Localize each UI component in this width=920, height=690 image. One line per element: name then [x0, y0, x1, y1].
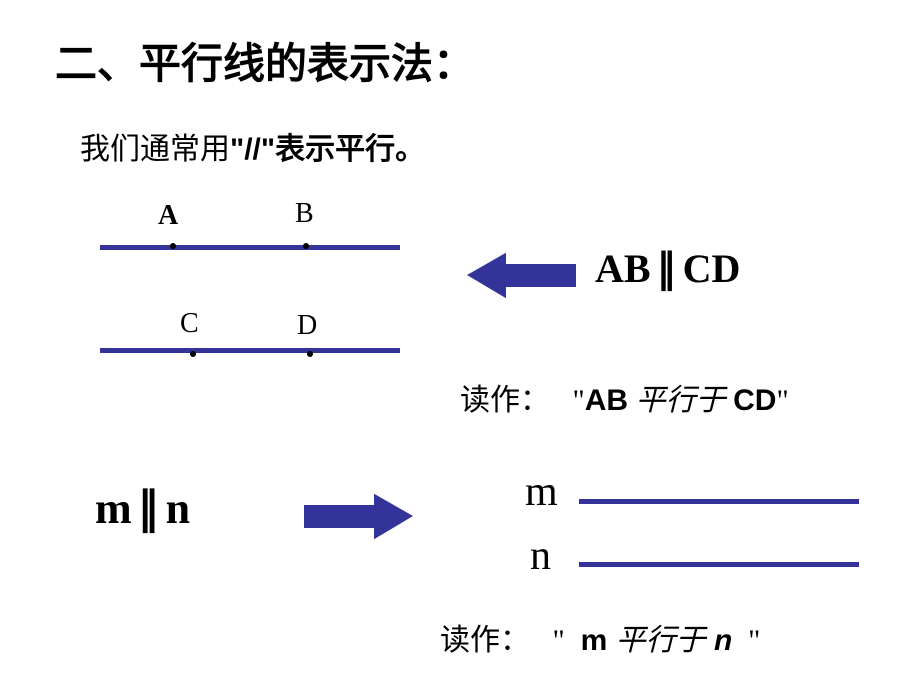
label-c: C — [180, 308, 199, 340]
line-ab — [100, 245, 400, 250]
intro-part2: 表示平行。 — [275, 133, 425, 166]
intro-symbol: "//" — [230, 133, 275, 166]
read1-mid: 平行于 — [628, 384, 733, 417]
read1-ab: AB — [585, 384, 628, 417]
line-n — [579, 562, 859, 567]
read2-prefix: 读作： — [440, 624, 530, 657]
line-m — [579, 499, 859, 504]
point-d — [307, 351, 313, 357]
label-m: m — [525, 468, 558, 516]
arrow-left-icon — [465, 248, 580, 303]
read2-close: " — [748, 624, 760, 657]
line-cd — [100, 348, 400, 353]
parallel-symbol-2: ∥ — [132, 483, 166, 534]
label-a: A — [158, 200, 178, 232]
read-as-1: 读作： "AB 平行于 CD" — [460, 375, 789, 419]
notation1-right: CD — [683, 246, 741, 291]
notation1-left: AB — [595, 246, 651, 291]
parallel-symbol: ∥ — [651, 245, 683, 292]
read-as-2: 读作： " m 平行于 n " — [440, 615, 760, 659]
point-b — [303, 243, 309, 249]
read1-cd: CD — [733, 384, 776, 417]
read2-n: n — [706, 624, 741, 657]
notation2-left: m — [95, 484, 132, 533]
read2-m: m — [572, 624, 615, 657]
point-c — [190, 351, 196, 357]
point-a — [170, 243, 176, 249]
arrow-right-icon — [300, 489, 415, 544]
intro-text: 我们通常用"//"表示平行。 — [80, 130, 480, 169]
slide: 二、平行线的表示法： 我们通常用"//"表示平行。 A B C D AB∥CD … — [0, 0, 920, 690]
section-title: 二、平行线的表示法： — [55, 30, 475, 91]
read1-close: " — [776, 384, 788, 417]
read2-open: " — [553, 624, 565, 657]
notation-ab-cd: AB∥CD — [595, 245, 740, 292]
read1-prefix: 读作： — [460, 384, 550, 417]
notation2-right: n — [166, 484, 190, 533]
notation-m-n: m∥n — [95, 483, 190, 534]
intro-part1: 我们通常用 — [80, 133, 230, 166]
read1-open: " — [573, 384, 585, 417]
label-b: B — [295, 198, 314, 230]
label-d: D — [297, 310, 317, 342]
label-n: n — [530, 532, 551, 580]
read2-mid: 平行于 — [616, 624, 706, 657]
